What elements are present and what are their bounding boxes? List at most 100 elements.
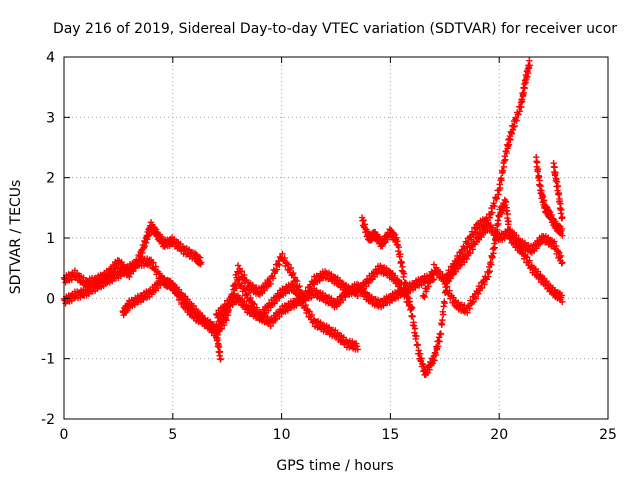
data-point xyxy=(273,266,281,273)
data-point xyxy=(276,313,283,320)
x-tick-label: 0 xyxy=(60,427,69,443)
data-point xyxy=(511,122,518,130)
data-point xyxy=(158,233,165,240)
data-point xyxy=(241,271,248,279)
data-point xyxy=(360,217,367,224)
data-point xyxy=(410,322,418,329)
data-point xyxy=(269,274,277,282)
data-point xyxy=(420,292,428,299)
axis-ticks: 0 5 10 15 20 25 -2 -1 0 1 2 3 4 xyxy=(41,50,617,443)
data-point xyxy=(400,270,408,277)
data-point xyxy=(554,248,562,255)
data-point xyxy=(196,254,204,261)
data-point xyxy=(551,164,558,171)
data-point xyxy=(218,325,225,332)
data-point xyxy=(293,278,301,285)
data-point xyxy=(551,238,558,245)
data-point xyxy=(499,167,507,175)
data-point xyxy=(534,268,542,275)
series-track-g xyxy=(419,57,533,301)
data-point xyxy=(238,268,246,275)
data-point xyxy=(513,232,520,239)
data-point xyxy=(217,355,224,363)
data-point xyxy=(543,278,550,285)
data-point xyxy=(437,330,445,337)
data-point xyxy=(470,298,477,305)
data-point xyxy=(491,202,498,210)
data-point xyxy=(486,214,494,221)
data-point xyxy=(540,197,548,204)
data-point xyxy=(453,260,460,267)
data-point xyxy=(523,254,531,261)
data-point xyxy=(478,284,486,292)
data-point xyxy=(143,239,150,247)
data-point xyxy=(306,308,313,315)
series-track-a xyxy=(60,219,205,290)
data-point xyxy=(150,259,157,266)
data-point xyxy=(485,269,492,276)
data-point xyxy=(436,338,443,345)
data-point xyxy=(214,331,222,339)
y-tick-label: -2 xyxy=(41,412,55,428)
y-tick-label: 3 xyxy=(46,110,55,126)
series-track-h xyxy=(441,196,566,316)
data-point xyxy=(279,250,286,258)
data-point xyxy=(426,366,433,373)
data-point xyxy=(489,224,497,231)
data-point xyxy=(273,297,281,305)
data-point xyxy=(518,103,525,111)
data-point xyxy=(393,234,400,241)
data-point xyxy=(402,279,410,287)
data-point xyxy=(139,249,146,257)
data-point xyxy=(519,98,526,105)
data-point xyxy=(375,233,383,240)
data-point xyxy=(228,291,236,298)
data-point xyxy=(465,240,473,247)
data-point xyxy=(486,268,493,275)
data-point xyxy=(505,141,513,148)
y-tick-label: 1 xyxy=(46,231,55,247)
data-point xyxy=(261,287,268,294)
data-point xyxy=(534,165,542,173)
data-point xyxy=(216,348,224,355)
x-tick-label: 15 xyxy=(381,427,399,443)
y-tick-label: -1 xyxy=(41,352,55,368)
data-point xyxy=(281,254,288,262)
data-point xyxy=(411,325,419,332)
data-point xyxy=(491,244,499,251)
data-point xyxy=(558,225,566,233)
data-point xyxy=(446,287,453,294)
data-point xyxy=(443,283,451,290)
data-point xyxy=(224,312,232,319)
data-point xyxy=(557,200,564,208)
data-point xyxy=(513,117,520,124)
x-axis-label: GPS time / hours xyxy=(276,458,393,474)
data-point xyxy=(424,369,431,377)
data-point xyxy=(251,300,258,308)
data-point xyxy=(448,268,455,275)
data-point xyxy=(521,84,528,92)
data-point xyxy=(404,290,412,297)
data-point xyxy=(296,282,303,290)
data-point xyxy=(222,315,229,323)
data-point xyxy=(267,280,274,288)
x-tick-label: 25 xyxy=(599,427,617,443)
data-point xyxy=(472,295,480,302)
data-point xyxy=(490,199,497,207)
series-track-j xyxy=(550,160,566,222)
data-point xyxy=(502,198,510,205)
data-point xyxy=(405,295,413,302)
data-point xyxy=(487,261,495,268)
data-point xyxy=(220,321,228,329)
data-point xyxy=(196,259,203,267)
data-point xyxy=(409,312,416,320)
data-point xyxy=(475,290,482,298)
data-point xyxy=(548,211,555,219)
data-point xyxy=(126,273,133,281)
x-tick-label: 5 xyxy=(168,427,177,443)
data-point xyxy=(508,130,515,137)
data-point xyxy=(172,284,180,292)
data-point xyxy=(414,341,421,349)
data-points xyxy=(60,57,566,379)
data-point xyxy=(469,246,476,253)
